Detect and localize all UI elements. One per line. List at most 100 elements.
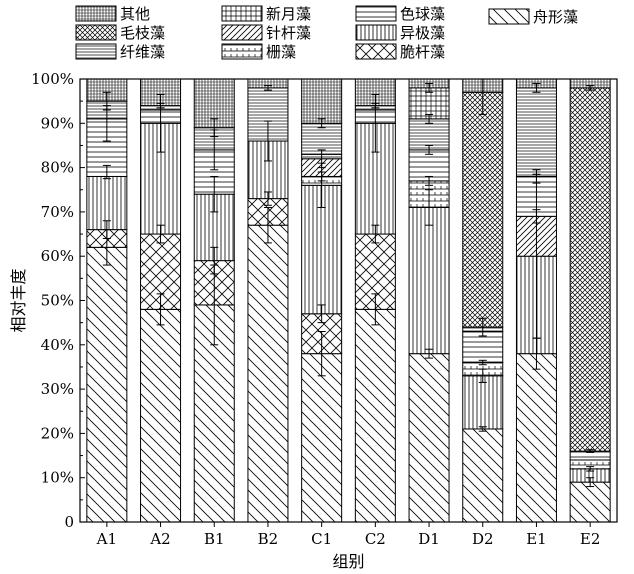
legend-item: 毛枝藻	[75, 24, 165, 42]
bar-segment-D2-0	[462, 428, 504, 523]
error-bar-B1-11	[210, 175, 219, 213]
bar-segment-B2-0	[247, 224, 289, 523]
x-tick-label: A1	[96, 530, 117, 548]
legend-item: 其他	[75, 5, 150, 23]
bar-segment-A2-0	[140, 308, 182, 523]
error-bar-B1-10	[210, 246, 219, 275]
error-bar-A1-2	[102, 164, 111, 180]
error-bar-D2-36	[478, 359, 487, 366]
legend-item: 栅藻	[221, 43, 296, 61]
error-bar-A2-5	[156, 293, 165, 326]
bar-segment-D2-8	[462, 91, 504, 328]
error-bar-A1-4	[102, 91, 111, 111]
error-bar-E2-46	[586, 449, 595, 453]
legend-item: 纤维藻	[75, 43, 165, 61]
legend-swatch	[355, 43, 397, 60]
error-bar-C1-21	[317, 171, 326, 182]
error-bar-C1-18	[317, 331, 326, 377]
y-tick-label: 90%	[41, 114, 74, 132]
error-bar-A1-1	[102, 220, 111, 239]
error-bar-D1-31	[425, 144, 434, 155]
legend-label: 针杆藻	[266, 24, 311, 42]
bars	[86, 78, 611, 523]
y-tick-label: 60%	[41, 247, 74, 265]
legend-swatch	[75, 5, 117, 22]
error-bar-E1-43	[532, 82, 541, 93]
y-tick-label: 70%	[41, 203, 74, 221]
bar-segment-D1-2	[408, 206, 450, 355]
axes: 0 10% 20% 30% 40% 50% 60% 70% 80% 90% 100% A1 A2 B1 B2…	[9, 70, 618, 571]
legend-item: 色球藻	[355, 5, 445, 23]
error-bar-E2-47	[586, 85, 595, 91]
error-bar-E1-41	[532, 209, 541, 224]
legend-label: 脆杆藻	[400, 43, 445, 61]
legend-item: 针杆藻	[221, 24, 311, 42]
legend-swatch	[488, 8, 530, 25]
legend-swatch	[221, 24, 263, 41]
error-bar-C2-25	[371, 224, 380, 244]
x-tick-label: B2	[258, 530, 279, 548]
error-bar-B2-15	[263, 191, 272, 206]
legend-item: 脆杆藻	[355, 43, 445, 61]
legend-swatch	[221, 43, 263, 60]
legend-item: 新月藻	[221, 5, 311, 23]
y-tick-label: 20%	[41, 424, 74, 442]
bar-segment-C1-9	[301, 78, 343, 124]
y-tick-label: 100%	[31, 70, 74, 88]
x-tick-label: D2	[472, 530, 494, 548]
error-bar-E2-45	[586, 466, 595, 472]
y-tick-label: 0	[64, 513, 74, 531]
legend-swatch	[355, 24, 397, 41]
error-bar-D2-34	[478, 426, 487, 432]
error-bar-A2-8	[156, 102, 165, 109]
error-bar-D1-28	[425, 348, 434, 359]
bar-segment-E2-0	[569, 481, 611, 523]
error-bar-D1-29	[425, 189, 434, 226]
bar-segment-D1-6	[408, 118, 450, 151]
error-bar-B2-17	[263, 85, 272, 91]
legend-label: 纤维藻	[120, 43, 165, 61]
error-bar-C2-27	[371, 102, 380, 109]
error-bar-B1-13	[210, 118, 219, 138]
bar-segment-D1-5	[408, 149, 450, 182]
error-bar-E2-44	[586, 477, 595, 488]
bar-segment-E2-8	[569, 87, 611, 452]
y-tick-label: 50%	[41, 292, 74, 310]
error-bar-C1-23	[317, 118, 326, 129]
y-tick-label: 40%	[41, 336, 74, 354]
legend-label: 色球藻	[400, 5, 445, 23]
bar-segment-C1-0	[301, 353, 343, 523]
y-axis-title: 相对丰度	[9, 268, 28, 332]
error-bar-C1-19	[317, 304, 326, 324]
error-bar-B2-14	[263, 206, 272, 244]
error-bar-A2-6	[156, 224, 165, 244]
x-tick-label: D1	[418, 530, 440, 548]
error-bar-C1-22	[317, 149, 326, 169]
legend-swatch	[355, 5, 397, 22]
x-tick-label: E1	[526, 530, 547, 548]
bar-segment-E1-0	[515, 353, 557, 523]
legend-label: 异极藻	[400, 24, 445, 42]
x-tick-label: B1	[204, 530, 225, 548]
error-bar-E1-42	[532, 169, 541, 184]
bar-segment-D1-0	[408, 353, 450, 523]
y-tick-label: 80%	[41, 159, 74, 177]
legend-item: 舟形藻	[488, 8, 578, 26]
bar-segment-D2-2	[462, 375, 504, 430]
x-tick-label: C1	[311, 530, 332, 548]
legend-label: 栅藻	[266, 43, 296, 61]
error-bar-B2-16	[263, 120, 272, 162]
legend-swatch	[221, 5, 263, 22]
x-tick-label: E2	[580, 530, 601, 548]
error-bar-D1-30	[425, 175, 434, 186]
bar-segment-A1-0	[86, 246, 128, 523]
legend-label: 毛枝藻	[120, 24, 165, 42]
legend-item: 异极藻	[355, 24, 445, 42]
error-bar-D1-33	[425, 82, 434, 93]
error-bar-C2-24	[371, 293, 380, 326]
error-bars	[102, 78, 595, 488]
bar-segment-C2-0	[354, 308, 396, 523]
